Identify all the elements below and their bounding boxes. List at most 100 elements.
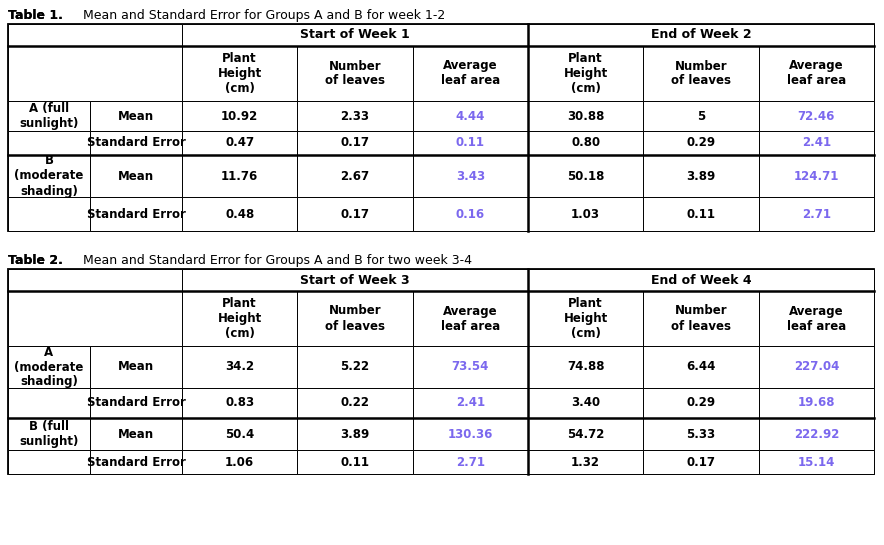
- Text: 5: 5: [697, 110, 705, 123]
- Bar: [8, 346, 90, 388]
- Text: 30.88: 30.88: [567, 110, 605, 123]
- Text: Start of Week 1: Start of Week 1: [301, 28, 410, 41]
- Bar: [182, 450, 297, 474]
- Text: 2.33: 2.33: [340, 110, 370, 123]
- Bar: [528, 131, 644, 155]
- Bar: [758, 155, 874, 197]
- Text: Plant
Height
(cm): Plant Height (cm): [217, 297, 262, 340]
- Bar: [528, 101, 644, 131]
- Bar: [297, 101, 413, 131]
- Text: 1.06: 1.06: [225, 456, 255, 469]
- Bar: [182, 418, 297, 450]
- Text: Mean and Standard Error for Groups A and B for week 1-2: Mean and Standard Error for Groups A and…: [80, 9, 446, 22]
- Bar: [8, 101, 90, 131]
- Bar: [413, 450, 528, 474]
- Text: 2.67: 2.67: [340, 169, 370, 183]
- Text: 19.68: 19.68: [797, 397, 835, 409]
- Bar: [644, 101, 758, 131]
- Text: 15.14: 15.14: [797, 456, 835, 469]
- Text: 0.48: 0.48: [225, 208, 255, 221]
- Text: Table 2.: Table 2.: [8, 254, 63, 267]
- Text: Mean: Mean: [118, 427, 154, 440]
- Bar: [8, 155, 90, 197]
- Bar: [90, 131, 182, 155]
- Text: Plant
Height
(cm): Plant Height (cm): [217, 52, 262, 95]
- Bar: [528, 291, 644, 346]
- Text: 2.71: 2.71: [456, 456, 484, 469]
- Bar: [528, 346, 644, 388]
- Text: 5.22: 5.22: [340, 360, 370, 373]
- Bar: [90, 388, 182, 418]
- Text: Average
leaf area: Average leaf area: [787, 59, 846, 88]
- Bar: [182, 388, 297, 418]
- Bar: [297, 155, 413, 197]
- Text: 0.11: 0.11: [340, 456, 370, 469]
- Text: Mean and Standard Error for Groups A and B for two week 3-4: Mean and Standard Error for Groups A and…: [80, 254, 472, 267]
- Bar: [297, 418, 413, 450]
- Text: Standard Error: Standard Error: [87, 456, 186, 469]
- Bar: [644, 155, 758, 197]
- Text: Mean: Mean: [118, 110, 154, 123]
- Bar: [758, 450, 874, 474]
- Bar: [182, 346, 297, 388]
- Bar: [297, 388, 413, 418]
- Bar: [413, 418, 528, 450]
- Text: 3.40: 3.40: [571, 397, 600, 409]
- Bar: [90, 346, 182, 388]
- Bar: [644, 46, 758, 101]
- Bar: [182, 291, 297, 346]
- Bar: [8, 24, 874, 231]
- Bar: [644, 197, 758, 231]
- Text: End of Week 2: End of Week 2: [651, 28, 751, 41]
- Text: 1.03: 1.03: [571, 208, 600, 221]
- Text: 3.89: 3.89: [340, 427, 370, 440]
- Bar: [90, 418, 182, 450]
- Text: 2.41: 2.41: [802, 136, 831, 149]
- Bar: [644, 291, 758, 346]
- Bar: [297, 46, 413, 101]
- Text: Average
leaf area: Average leaf area: [441, 305, 500, 332]
- Text: 4.44: 4.44: [455, 110, 485, 123]
- Text: Number
of leaves: Number of leaves: [325, 59, 385, 88]
- Text: Plant
Height
(cm): Plant Height (cm): [563, 297, 608, 340]
- Bar: [8, 131, 90, 155]
- Bar: [182, 269, 528, 291]
- Bar: [8, 269, 182, 346]
- Text: A
(moderate
shading): A (moderate shading): [14, 346, 84, 389]
- Bar: [413, 388, 528, 418]
- Bar: [528, 388, 644, 418]
- Text: Standard Error: Standard Error: [87, 397, 186, 409]
- Bar: [182, 101, 297, 131]
- Bar: [644, 131, 758, 155]
- Text: 227.04: 227.04: [794, 360, 839, 373]
- Text: Standard Error: Standard Error: [87, 208, 186, 221]
- Text: Table 1.: Table 1.: [8, 9, 63, 22]
- Text: 124.71: 124.71: [794, 169, 839, 183]
- Bar: [413, 101, 528, 131]
- Bar: [528, 269, 874, 291]
- Bar: [758, 346, 874, 388]
- Text: 1.32: 1.32: [571, 456, 600, 469]
- Text: 6.44: 6.44: [686, 360, 716, 373]
- Bar: [8, 197, 90, 231]
- Bar: [90, 197, 182, 231]
- Text: 10.92: 10.92: [221, 110, 258, 123]
- Bar: [182, 155, 297, 197]
- Text: 0.16: 0.16: [456, 208, 485, 221]
- Text: 130.36: 130.36: [447, 427, 493, 440]
- Text: 0.11: 0.11: [687, 208, 715, 221]
- Bar: [8, 418, 90, 450]
- Text: 3.89: 3.89: [686, 169, 716, 183]
- Bar: [528, 197, 644, 231]
- Bar: [758, 197, 874, 231]
- Bar: [297, 346, 413, 388]
- Text: Start of Week 3: Start of Week 3: [301, 274, 410, 287]
- Bar: [413, 46, 528, 101]
- Text: 50.4: 50.4: [225, 427, 255, 440]
- Text: 5.33: 5.33: [687, 427, 715, 440]
- Bar: [528, 24, 874, 46]
- Text: Number
of leaves: Number of leaves: [325, 305, 385, 332]
- Text: 3.43: 3.43: [456, 169, 485, 183]
- Bar: [182, 46, 297, 101]
- Bar: [528, 418, 644, 450]
